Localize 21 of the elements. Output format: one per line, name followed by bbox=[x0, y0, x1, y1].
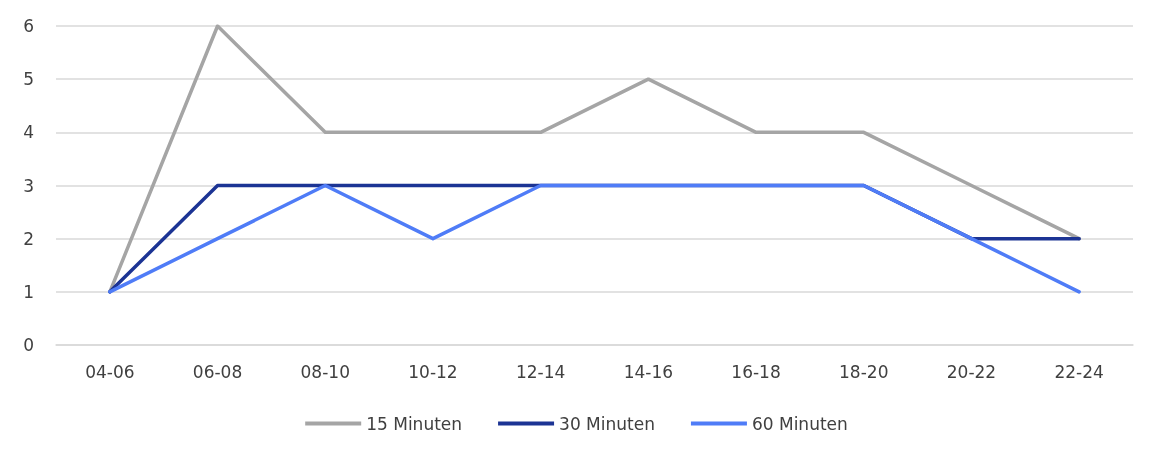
x-tick-label: 04-06 bbox=[85, 361, 135, 382]
legend-label: 60 Minuten bbox=[751, 413, 848, 434]
y-tick-label: 6 bbox=[23, 16, 34, 36]
y-tick-label: 1 bbox=[23, 281, 34, 302]
y-tick-label: 4 bbox=[23, 122, 34, 143]
x-tick-label: 16-18 bbox=[731, 361, 781, 382]
x-tick-label: 18-20 bbox=[839, 361, 889, 382]
line-series bbox=[108, 24, 1081, 294]
x-tick-label: 08-10 bbox=[300, 361, 350, 382]
legend-label: 30 Minuten bbox=[559, 413, 655, 434]
legend-label: 15 Minuten bbox=[366, 413, 463, 434]
x-tick-label: 12-14 bbox=[515, 361, 566, 382]
x-tick-label: 20-22 bbox=[946, 361, 997, 382]
y-tick-label: 3 bbox=[23, 175, 34, 196]
y-tick-label: 2 bbox=[23, 228, 34, 249]
x-tick-label: 06-08 bbox=[192, 361, 243, 382]
x-tick-label: 10-12 bbox=[408, 361, 458, 382]
x-tick-label: 14-16 bbox=[623, 361, 674, 382]
y-tick-label: 0 bbox=[23, 335, 34, 355]
x-tick-label: 22-24 bbox=[1054, 361, 1104, 382]
y-tick-label: 5 bbox=[23, 69, 34, 90]
